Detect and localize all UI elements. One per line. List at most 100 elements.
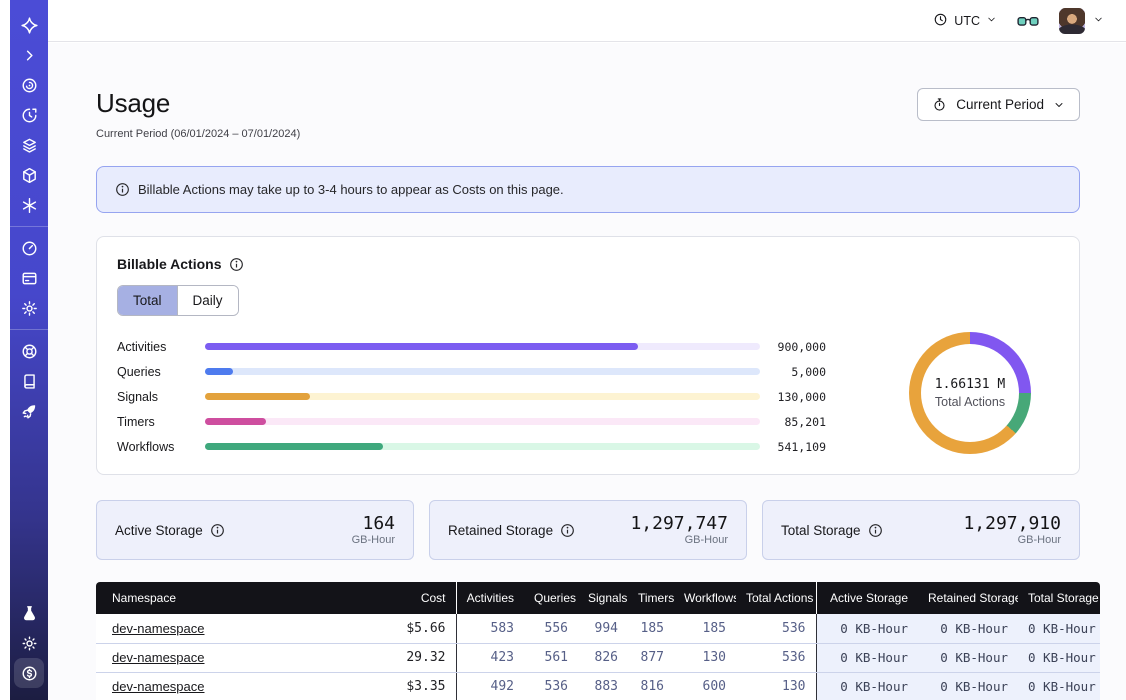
table-cell-workflows: 600 bbox=[674, 672, 736, 700]
bar-value: 541,109 bbox=[760, 440, 826, 454]
active-storage-unit: GB-Hour bbox=[352, 534, 395, 546]
usage-gauge-icon[interactable] bbox=[14, 233, 44, 263]
bar-track bbox=[205, 368, 760, 375]
deployments-icon[interactable] bbox=[14, 130, 44, 160]
billable-actions-card: Billable Actions Total Daily Activities 9… bbox=[96, 236, 1080, 475]
table-cell-active-storage: 0 KB-Hour bbox=[816, 643, 918, 672]
info-icon[interactable] bbox=[210, 523, 225, 538]
getting-started-rocket-icon[interactable] bbox=[14, 396, 44, 426]
column-header-queries: Queries bbox=[524, 582, 578, 614]
bar-label: Queries bbox=[117, 365, 205, 379]
topbar: UTC bbox=[48, 0, 1126, 42]
namespace-link[interactable]: dev-namespace bbox=[112, 679, 205, 694]
table-cell-total-actions: 536 bbox=[736, 643, 816, 672]
namespace-usage-table: NamespaceCostActivitiesQueriesSignalsTim… bbox=[96, 582, 1100, 700]
table-row: dev-namespace29.324235618268771305360 KB… bbox=[96, 643, 1100, 672]
namespace-link[interactable]: dev-namespace bbox=[112, 621, 205, 636]
bar-fill bbox=[205, 393, 310, 400]
table-row: dev-namespace$3.354925368838166001300 KB… bbox=[96, 672, 1100, 700]
active-storage-label: Active Storage bbox=[115, 523, 203, 538]
info-icon bbox=[115, 182, 130, 197]
bar-row-queries: Queries5,000 bbox=[117, 359, 826, 384]
clock-icon bbox=[933, 12, 948, 30]
expand-sidebar-icon[interactable] bbox=[14, 40, 44, 70]
info-icon[interactable] bbox=[868, 523, 883, 538]
glasses-icon[interactable] bbox=[1017, 13, 1039, 29]
schedules-icon[interactable] bbox=[14, 100, 44, 130]
bar-fill bbox=[205, 443, 383, 450]
table-cell-cost: $3.35 bbox=[394, 672, 456, 700]
table-cell-signals: 883 bbox=[578, 672, 628, 700]
bar-label: Activities bbox=[117, 340, 205, 354]
page-title: Usage bbox=[96, 88, 300, 119]
bar-row-signals: Signals130,000 bbox=[117, 384, 826, 409]
page-header: Usage Current Period (06/01/2024 – 07/01… bbox=[96, 88, 1080, 140]
workers-icon[interactable] bbox=[14, 160, 44, 190]
table-cell-total-storage: 0 KB-Hour bbox=[1018, 672, 1100, 700]
column-header-total-storage: Total Storage bbox=[1018, 582, 1100, 614]
active-storage-card: Active Storage 164 GB-Hour bbox=[96, 500, 414, 560]
temporal-logo-icon[interactable] bbox=[14, 10, 44, 40]
nexus-icon[interactable] bbox=[14, 190, 44, 220]
info-banner-text: Billable Actions may take up to 3-4 hour… bbox=[138, 182, 564, 197]
chevron-down-icon bbox=[986, 14, 997, 28]
total-storage-label: Total Storage bbox=[781, 523, 861, 538]
storage-summary-row: Active Storage 164 GB-Hour Retained Stor… bbox=[96, 500, 1080, 560]
page-subtitle: Current Period (06/01/2024 – 07/01/2024) bbox=[96, 128, 300, 140]
chevron-down-icon bbox=[1093, 12, 1104, 30]
sidebar-divider bbox=[10, 226, 48, 227]
table-cell-queries: 536 bbox=[524, 672, 578, 700]
table-cell-workflows: 130 bbox=[674, 643, 736, 672]
retained-storage-unit: GB-Hour bbox=[630, 534, 728, 546]
timezone-selector[interactable]: UTC bbox=[933, 12, 997, 30]
namespaces-icon[interactable] bbox=[14, 70, 44, 100]
labs-flask-icon[interactable] bbox=[14, 598, 44, 628]
docs-book-icon[interactable] bbox=[14, 366, 44, 396]
tab-total[interactable]: Total bbox=[118, 286, 177, 315]
info-icon[interactable] bbox=[560, 523, 575, 538]
table-cell-active-storage: 0 KB-Hour bbox=[816, 672, 918, 700]
support-lifebuoy-icon[interactable] bbox=[14, 336, 44, 366]
bar-value: 900,000 bbox=[760, 340, 826, 354]
total-actions-value: 1.66131 M bbox=[935, 377, 1005, 392]
table-cell-cost: $5.66 bbox=[394, 614, 456, 643]
user-menu[interactable] bbox=[1059, 8, 1104, 34]
table-cell-total-storage: 0 KB-Hour bbox=[1018, 614, 1100, 643]
plans-icon[interactable] bbox=[14, 263, 44, 293]
total-storage-card: Total Storage 1,297,910 GB-Hour bbox=[762, 500, 1080, 560]
tab-daily[interactable]: Daily bbox=[177, 286, 238, 315]
namespace-link[interactable]: dev-namespace bbox=[112, 650, 205, 665]
timezone-label: UTC bbox=[954, 14, 980, 28]
period-selector-button[interactable]: Current Period bbox=[917, 88, 1080, 121]
app-window: UTC Usage Current Period (06/01/2024 – 0… bbox=[0, 0, 1126, 700]
donut-center-label: 1.66131 M Total Actions bbox=[881, 326, 1059, 459]
bar-row-workflows: Workflows541,109 bbox=[117, 434, 826, 459]
main-content: Usage Current Period (06/01/2024 – 07/01… bbox=[48, 43, 1126, 700]
period-selector-label: Current Period bbox=[956, 97, 1044, 112]
theme-sun-icon[interactable] bbox=[14, 628, 44, 658]
table-header: NamespaceCostActivitiesQueriesSignalsTim… bbox=[96, 582, 1100, 614]
active-storage-value: 164 bbox=[352, 514, 395, 534]
column-header-cost: Cost bbox=[394, 582, 456, 614]
info-icon[interactable] bbox=[229, 257, 244, 272]
table-cell-active-storage: 0 KB-Hour bbox=[816, 614, 918, 643]
column-header-namespace: Namespace bbox=[96, 582, 394, 614]
column-header-activities: Activities bbox=[456, 582, 524, 614]
info-banner: Billable Actions may take up to 3-4 hour… bbox=[96, 166, 1080, 213]
bar-fill bbox=[205, 418, 266, 425]
table-cell-activities: 423 bbox=[456, 643, 524, 672]
column-header-workflows: Workflows bbox=[674, 582, 736, 614]
billing-usage-icon[interactable] bbox=[14, 658, 44, 688]
table-cell-retained-storage: 0 KB-Hour bbox=[918, 614, 1018, 643]
bar-track bbox=[205, 418, 760, 425]
bar-track bbox=[205, 343, 760, 350]
bar-value: 130,000 bbox=[760, 390, 826, 404]
bar-row-activities: Activities 900,000 bbox=[117, 334, 826, 359]
settings-gear-icon[interactable] bbox=[14, 293, 44, 323]
donut-chart: 1.66131 M Total Actions bbox=[881, 326, 1059, 459]
bar-row-timers: Timers85,201 bbox=[117, 409, 826, 434]
billable-actions-title: Billable Actions bbox=[117, 256, 222, 272]
table-row: dev-namespace$5.665835569941851855360 KB… bbox=[96, 614, 1100, 643]
table-cell-signals: 826 bbox=[578, 643, 628, 672]
stopwatch-icon bbox=[932, 97, 947, 112]
